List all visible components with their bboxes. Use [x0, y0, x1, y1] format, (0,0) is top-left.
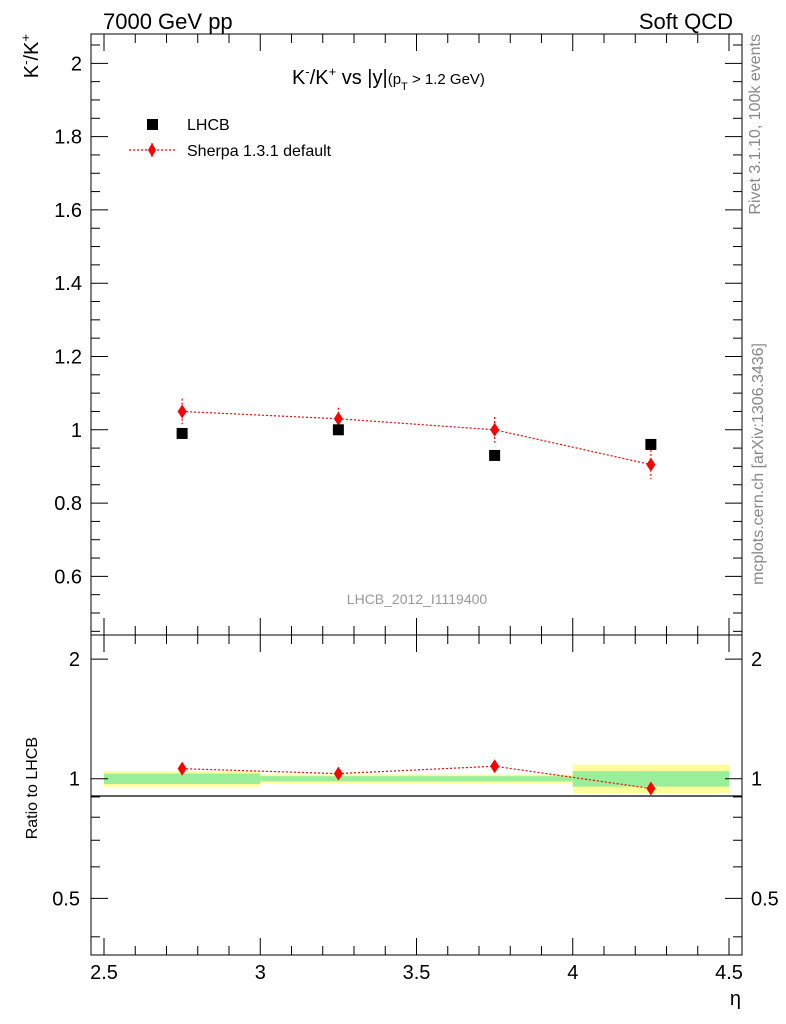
x-tick-labels: 2.5 3 3.5 4 4.5	[90, 962, 743, 984]
ratio-y-tick-label: 2	[69, 649, 80, 671]
ratio-sherpa-point	[646, 781, 656, 796]
ratio-band-green	[416, 776, 573, 782]
lhcb-point	[332, 424, 344, 436]
legend: LHCB Sherpa 1.3.1 default	[129, 117, 332, 160]
main-y-tick-label: 0.8	[54, 493, 82, 515]
ratio-plot-frame	[90, 634, 743, 956]
x-tick-label: 2.5	[90, 962, 118, 984]
x-tick-label: 3.5	[403, 962, 431, 984]
main-y-tick-label: 1.2	[54, 346, 82, 368]
ratio-y-tick-label-right: 2	[751, 649, 762, 671]
ratio-sherpa-point	[177, 761, 187, 776]
main-y-tick-label: 1.4	[54, 273, 82, 295]
sherpa-point	[177, 404, 187, 419]
ratio-y-tick-label: 1	[69, 769, 80, 791]
main-y-tick-labels: 0.6 0.8 1 1.2 1.4 1.6 1.8 2	[54, 53, 82, 588]
main-y-tick-label: 1	[71, 420, 82, 442]
ratio-series-layer	[177, 759, 656, 796]
x-tick-label: 4	[567, 962, 578, 984]
plot-title: K-/K+ vs |y|(pT > 1.2 GeV)	[292, 64, 485, 93]
source-label: mcplots.cern.ch [arXiv:1306.3436]	[750, 343, 767, 585]
main-y-tick-label: 1.6	[54, 200, 82, 222]
main-y-axis-label: K-/K+	[18, 34, 43, 78]
header-right-text: Soft QCD	[639, 9, 733, 34]
ratio-y-tick-label: 0.5	[52, 888, 80, 910]
lhcb-point	[645, 438, 657, 450]
sherpa-line	[182, 410, 652, 466]
lhcb-point	[489, 449, 501, 461]
ratio-uncertainty-bands	[104, 764, 729, 794]
x-tick-label: 4.5	[715, 962, 743, 984]
rivet-label: Rivet 3.1.10, 100k events	[747, 34, 764, 215]
legend-sherpa-label: Sherpa 1.3.1 default	[187, 143, 332, 160]
ratio-y-axis-label: Ratio to LHCB	[24, 737, 41, 839]
ratio-sherpa-point	[333, 766, 343, 781]
ratio-plot-panel: 0.5 0.5 1 1 2 2 Ratio to LHCB	[24, 634, 779, 956]
ratio-sherpa-point	[490, 759, 500, 774]
ratio-band-green	[104, 773, 261, 784]
sherpa-point	[646, 457, 656, 472]
sherpa-point	[333, 411, 343, 426]
ratio-y-tick-label-right: 1	[751, 769, 762, 791]
legend-lhcb-label: LHCB	[187, 117, 230, 134]
main-tick-marks	[91, 34, 742, 635]
main-y-tick-label: 2	[71, 53, 82, 75]
x-axis-label: η	[730, 988, 741, 1010]
ratio-y-tick-label-right: 0.5	[751, 888, 779, 910]
x-tick-label: 3	[255, 962, 266, 984]
main-y-tick-label: 1.8	[54, 127, 82, 149]
lhcb-point	[176, 427, 188, 439]
legend-sherpa-marker	[148, 143, 156, 157]
ratio-y-tick-labels: 0.5 0.5 1 1 2 2	[52, 649, 779, 910]
sherpa-point	[490, 422, 500, 437]
main-plot-panel: 0.6 0.8 1 1.2 1.4 1.6 1.8 2 K-/K+ vs |y|(pT > 1…	[18, 33, 743, 636]
ratio-band-green	[572, 771, 729, 787]
main-y-tick-label: 0.6	[54, 566, 82, 588]
ratio-tick-marks	[91, 635, 742, 955]
main-series-layer	[176, 398, 657, 480]
header-left-text: 7000 GeV pp	[103, 9, 233, 34]
analysis-watermark: LHCB_2012_I1119400	[347, 591, 488, 607]
legend-lhcb-marker	[147, 119, 158, 130]
